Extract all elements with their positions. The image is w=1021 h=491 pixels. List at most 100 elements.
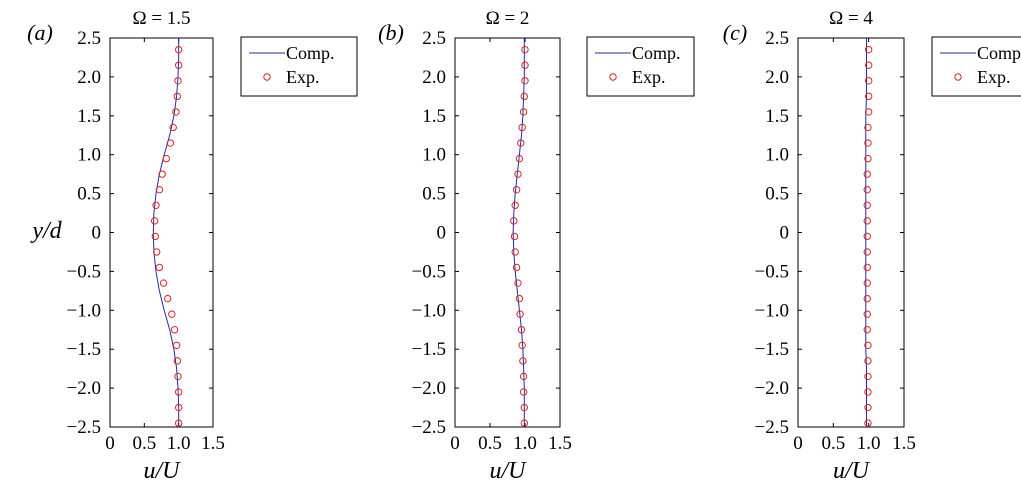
data-point-exp	[172, 108, 180, 116]
panel-letter: (c)	[723, 20, 747, 45]
legend: Comp. Exp.	[931, 36, 1021, 97]
x-tick-label: 0	[793, 433, 803, 454]
data-point-exp	[520, 403, 528, 412]
data-point-exp	[168, 310, 176, 318]
data-point-exp	[166, 139, 175, 147]
data-point-exp	[170, 326, 179, 334]
panel-letter: (a)	[27, 20, 53, 45]
y-tick-label: 0.5	[77, 184, 101, 205]
legend-box	[240, 36, 358, 97]
data-point-exp	[159, 279, 168, 287]
data-point-exp	[864, 403, 872, 412]
data-point-exp	[863, 326, 871, 334]
data-point-exp	[174, 388, 183, 396]
data-point-exp	[174, 403, 183, 412]
data-point-exp	[511, 248, 519, 256]
y-tick-label: −1.5	[755, 339, 789, 360]
data-point-exp	[512, 186, 521, 194]
data-point-exp	[514, 279, 522, 287]
y-axis-label: y/d	[30, 218, 62, 244]
data-point-exp	[864, 388, 872, 396]
data-point-exp	[510, 217, 518, 225]
data-point-exp	[863, 248, 871, 256]
x-tick-label: 0.5	[132, 433, 156, 454]
legend-box	[931, 36, 1021, 97]
y-tick-label: 0	[437, 223, 447, 244]
data-point-exp	[521, 45, 529, 54]
data-point-exp	[863, 263, 871, 272]
x-tick-label: 0.5	[821, 433, 845, 454]
y-tick-label: 2.0	[422, 67, 446, 88]
data-point-exp	[172, 341, 181, 350]
data-point-exp	[517, 326, 526, 334]
y-tick-label: 2.0	[765, 67, 789, 88]
y-tick-label: −2.0	[755, 378, 789, 399]
data-point-exp	[863, 170, 871, 178]
series-line-comp	[865, 38, 867, 427]
data-point-exp	[516, 310, 524, 318]
data-point-exp	[864, 139, 872, 147]
data-point-exp	[863, 294, 871, 303]
y-tick-label: −0.5	[67, 261, 101, 282]
y-tick-label: −1.0	[755, 300, 789, 321]
panel-1: 2.52.01.51.00.50−0.5−1.0−1.5−2.0−2.50 0.5…	[27, 8, 358, 484]
data-point-exp	[863, 217, 871, 225]
legend-marker-swatch	[263, 73, 271, 81]
data-point-exp	[518, 123, 526, 132]
data-point-exp	[864, 419, 872, 427]
data-point-exp	[155, 186, 164, 194]
data-point-exp	[864, 357, 872, 365]
data-point-exp	[519, 388, 528, 396]
data-point-exp	[510, 232, 519, 241]
data-point-exp	[864, 372, 872, 381]
data-point-exp	[863, 201, 871, 209]
data-point-exp	[150, 217, 159, 225]
x-tick-label: 0	[450, 433, 460, 454]
y-tick-label: 0.5	[422, 184, 446, 205]
data-point-exp	[173, 92, 181, 101]
y-tick-label: 0.5	[765, 184, 789, 205]
data-point-exp	[863, 279, 871, 287]
panel-title: Ω = 4	[829, 8, 873, 29]
y-tick-label: 2.5	[422, 28, 446, 49]
panel-3: 2.52.01.51.00.50−0.5−1.0−1.5−2.0−2.50 0.5…	[723, 8, 1021, 484]
data-point-exp	[169, 123, 177, 132]
legend-label-exp: Exp.	[632, 67, 666, 87]
data-point-exp	[174, 45, 183, 54]
y-tick-label: −1.0	[412, 300, 446, 321]
data-point-exp	[515, 154, 524, 163]
legend: Comp. Exp.	[586, 36, 695, 97]
data-point-exp	[162, 154, 171, 163]
y-tick-label: −2.0	[412, 378, 446, 399]
x-axis-label: u/U	[490, 458, 528, 484]
legend-box	[586, 36, 695, 97]
panel-title: Ω = 2	[486, 8, 530, 29]
data-point-exp	[518, 341, 526, 350]
y-tick-label: 1.5	[422, 106, 446, 127]
data-point-exp	[514, 170, 522, 178]
data-point-exp	[864, 45, 873, 54]
series-line-comp	[512, 38, 525, 427]
data-point-exp	[863, 310, 871, 318]
legend-marker-swatch	[609, 73, 617, 81]
data-point-exp	[155, 263, 164, 272]
data-point-exp	[163, 294, 172, 303]
data-point-exp	[864, 77, 873, 85]
data-point-exp	[174, 372, 182, 381]
y-tick-label: 2.0	[77, 67, 101, 88]
data-point-exp	[864, 92, 873, 101]
data-point-exp	[174, 61, 183, 69]
legend-label-exp: Exp.	[286, 67, 320, 87]
y-tick-label: −0.5	[755, 261, 789, 282]
y-tick-label: 1.0	[765, 145, 789, 166]
y-tick-label: −0.5	[412, 261, 446, 282]
legend-marker-swatch	[954, 73, 962, 81]
data-point-exp	[511, 201, 519, 209]
y-tick-label: 0	[92, 223, 102, 244]
x-tick-label: 0	[105, 433, 115, 454]
y-tick-label: −2.5	[755, 417, 789, 438]
data-point-exp	[521, 77, 529, 85]
y-tick-label: 0	[780, 223, 790, 244]
x-axis-label: u/U	[833, 458, 871, 484]
